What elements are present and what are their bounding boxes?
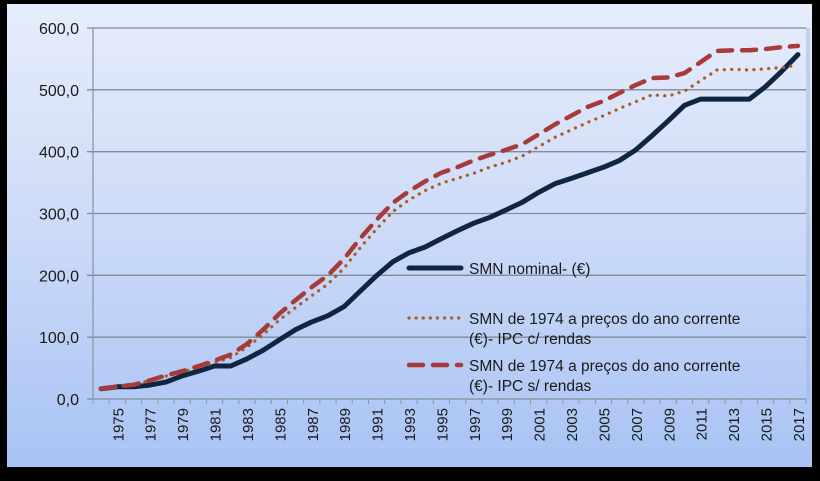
y-tick-label: 200,0	[39, 268, 79, 285]
x-tick-label: 1991	[370, 408, 387, 441]
x-tick-label: 1985	[272, 408, 289, 441]
legend-label-line2: (€)- IPC s/ rendas	[469, 378, 592, 395]
x-tick-label: 1995	[434, 408, 451, 441]
legend-label-line2: (€)- IPC c/ rendas	[469, 331, 592, 348]
legend-item: SMN de 1974 a preços do ano corrente (€)-…	[406, 358, 740, 395]
x-tick-label: 2003	[564, 408, 581, 441]
plot-shadow	[806, 28, 810, 399]
x-tick-label: 1999	[499, 408, 516, 441]
series-line-solid	[98, 52, 801, 392]
legend-label: SMN de 1974 a preços do ano corrente	[469, 358, 740, 375]
y-tick-label: 500,0	[39, 83, 79, 100]
x-tick-label: 1975	[110, 408, 127, 441]
x-tick-label: 2017	[791, 408, 808, 441]
x-tick-label: 1981	[208, 408, 225, 441]
x-tick-label: 2005	[596, 408, 613, 441]
legend-item: SMN de 1974 a preços do ano corrente (€)-…	[407, 311, 740, 348]
series-line-dotted	[99, 63, 800, 391]
y-tick-label: 400,0	[39, 145, 79, 162]
axes: 0,0 100,0 200,0 300,0 400,0 500,0 600,0 1975 197…	[39, 21, 808, 441]
y-tick-label: 300,0	[39, 207, 79, 224]
series-lines	[98, 43, 801, 392]
legend: SMN nominal- (€) SMN de 1974 a preços do …	[406, 261, 740, 395]
x-tick-label: 2015	[758, 408, 775, 441]
chart-area: 0,0 100,0 200,0 300,0 400,0 500,0 600,0 1975 197…	[7, 4, 812, 467]
x-tick-label: 1993	[402, 408, 419, 441]
legend-item: SMN nominal- (€)	[406, 261, 590, 278]
x-tick-label: 1987	[305, 408, 322, 441]
y-tick-label: 100,0	[39, 330, 79, 347]
x-tick-label: 2011	[694, 408, 711, 440]
x-tick-label: 1979	[175, 408, 192, 441]
x-tick-label: 1997	[467, 408, 484, 441]
legend-label: SMN nominal- (€)	[469, 261, 590, 278]
x-tick-label: 1989	[337, 408, 354, 441]
y-tick-label: 600,0	[39, 21, 79, 38]
series-line-dashed	[98, 43, 801, 392]
x-tick-label: 2007	[629, 408, 646, 441]
gridlines	[87, 27, 810, 400]
x-tick-label: 2001	[532, 408, 549, 441]
line-chart: 0,0 100,0 200,0 300,0 400,0 500,0 600,0 1975 197…	[39, 21, 810, 441]
y-tick-label: 0,0	[57, 392, 79, 409]
legend-label: SMN de 1974 a preços do ano corrente	[469, 311, 740, 328]
x-tick-label: 2013	[726, 408, 743, 441]
x-tick-label: 1977	[143, 408, 160, 441]
x-tick-label: 1983	[240, 408, 257, 441]
x-tick-label: 2009	[661, 408, 678, 441]
